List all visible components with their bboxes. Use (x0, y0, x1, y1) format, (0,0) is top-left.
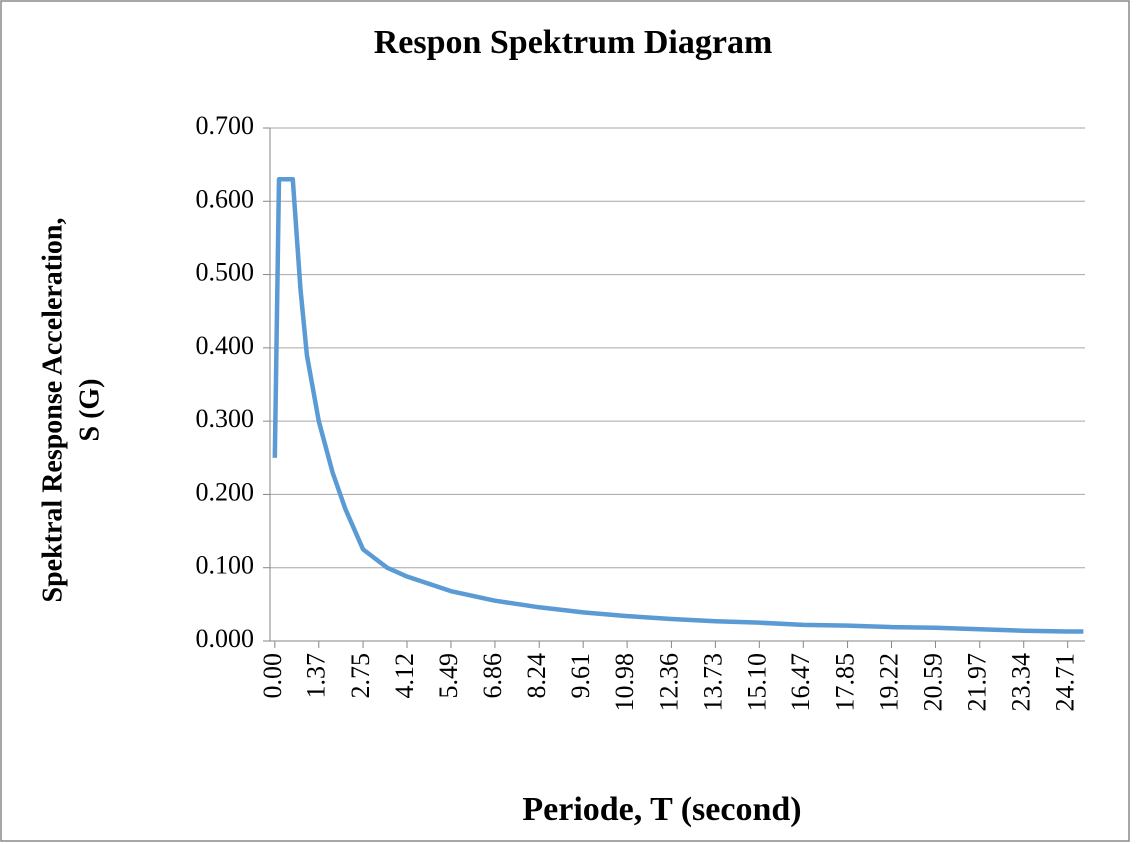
x-tick-label: 6.86 (478, 653, 507, 699)
y-axis-label: Spektral Response Acceleration, (37, 218, 68, 603)
y-tick-label: 0.600 (196, 184, 255, 213)
series-line (272, 177, 1084, 634)
y-axis-label: S (G) (74, 379, 105, 442)
x-tick-label: 4.12 (390, 653, 419, 699)
y-tick-label: 0.100 (196, 551, 255, 580)
x-tick-label: 9.61 (566, 653, 595, 699)
x-tick-label: 20.59 (918, 653, 947, 712)
y-tick-label: 0.300 (196, 404, 255, 433)
x-tick-label: 2.75 (346, 653, 375, 699)
x-tick-label: 19.22 (874, 653, 903, 712)
x-tick-label: 15.10 (742, 653, 771, 712)
x-tick-label: 23.34 (1007, 653, 1036, 712)
x-tick-label: 13.73 (698, 653, 727, 712)
x-tick-label: 8.24 (522, 653, 551, 699)
x-tick-label: 12.36 (654, 653, 683, 712)
y-tick-label: 0.500 (196, 258, 255, 287)
x-tick-label: 0.00 (258, 653, 287, 699)
x-tick-label: 10.98 (610, 653, 639, 712)
y-tick-label: 0.700 (196, 111, 255, 140)
x-tick-label: 24.71 (1051, 653, 1080, 712)
chart-title: Respon Spektrum Diagram (374, 24, 773, 61)
x-tick-label: 21.97 (963, 653, 992, 712)
x-tick-label: 17.85 (831, 653, 860, 712)
y-tick-label: 0.400 (196, 331, 255, 360)
x-tick-label: 16.47 (786, 653, 815, 712)
x-tick-label: 5.49 (434, 653, 463, 699)
x-tick-label: 1.37 (302, 653, 331, 699)
y-tick-label: 0.000 (196, 624, 255, 653)
y-tick-label: 0.200 (196, 477, 255, 506)
x-axis-label: Periode, T (second) (522, 791, 801, 828)
